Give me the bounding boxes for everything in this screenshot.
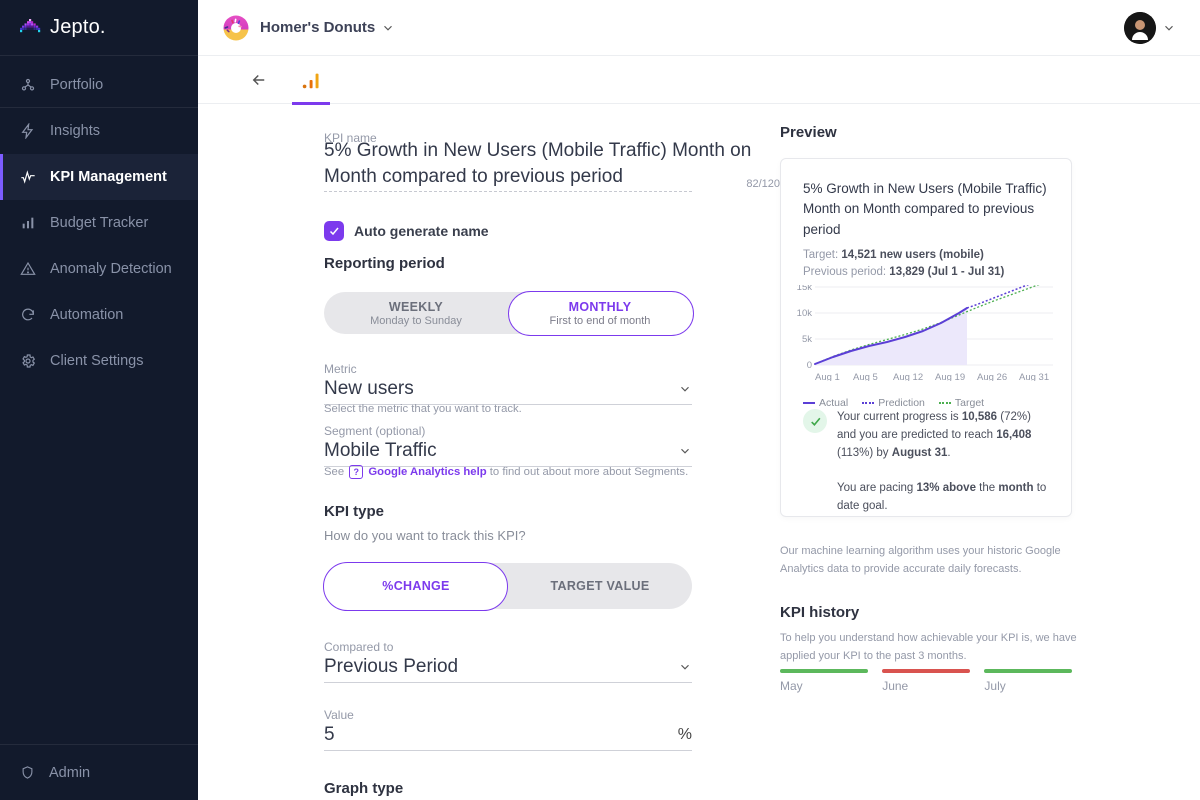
svg-text:Aug 31: Aug 31: [1019, 372, 1049, 381]
svg-text:Aug 26: Aug 26: [977, 372, 1007, 381]
svg-text:Aug 12: Aug 12: [893, 372, 923, 381]
svg-text:Aug 19: Aug 19: [935, 372, 965, 381]
svg-text:Aug 1: Aug 1: [815, 372, 840, 381]
svg-text:0: 0: [807, 360, 812, 371]
svg-text:5k: 5k: [802, 334, 812, 345]
svg-text:15k: 15k: [797, 285, 813, 293]
svg-text:10k: 10k: [797, 308, 813, 319]
svg-text:Aug 5: Aug 5: [853, 372, 878, 381]
